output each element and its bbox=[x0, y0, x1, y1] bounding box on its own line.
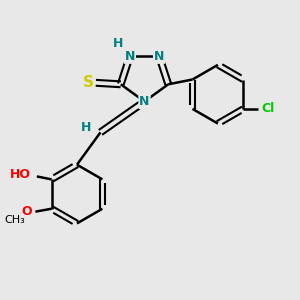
Text: Cl: Cl bbox=[262, 102, 275, 116]
Text: N: N bbox=[124, 50, 135, 63]
Text: N: N bbox=[154, 50, 164, 63]
Text: H: H bbox=[113, 37, 123, 50]
Text: O: O bbox=[22, 205, 32, 218]
Text: S: S bbox=[83, 75, 94, 90]
Text: HO: HO bbox=[10, 168, 31, 181]
Text: CH₃: CH₃ bbox=[4, 215, 25, 225]
Text: H: H bbox=[81, 122, 91, 134]
Text: N: N bbox=[139, 95, 150, 108]
